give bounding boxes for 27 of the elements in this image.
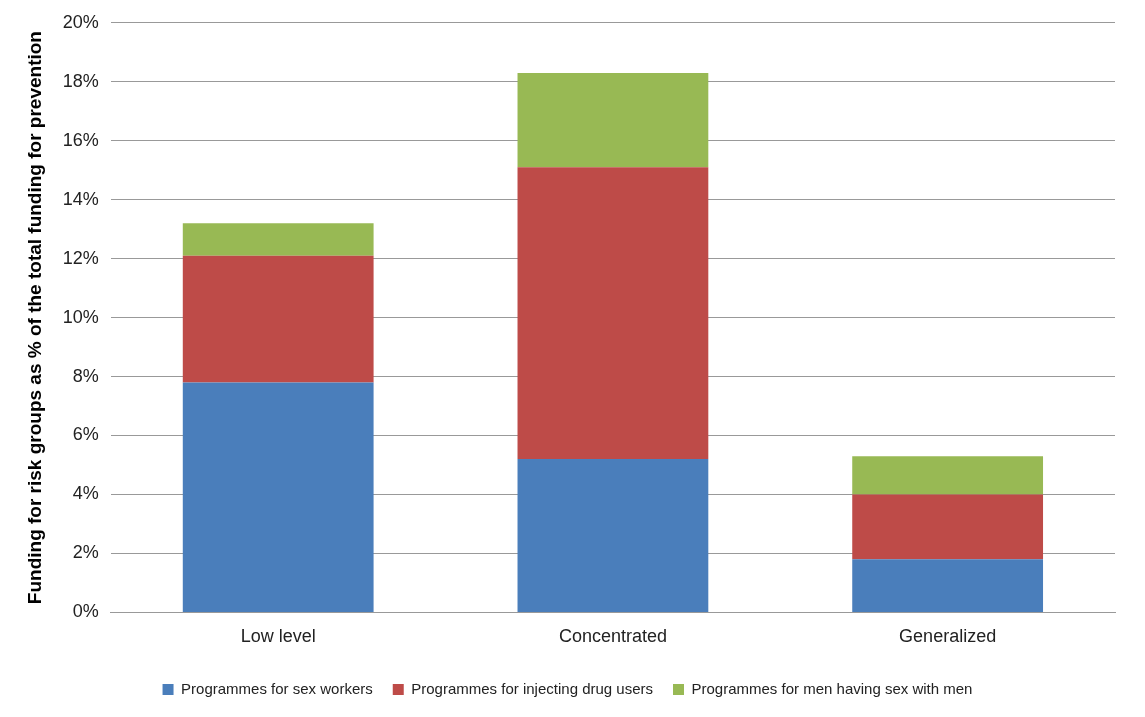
bar bbox=[182, 223, 374, 256]
y-axis-title: Funding for risk groups as % of the total funding for prevention bbox=[23, 31, 45, 605]
y-tick-label: 14% bbox=[62, 188, 99, 209]
y-tick-label: 8% bbox=[72, 365, 99, 386]
bar bbox=[182, 255, 374, 383]
bar bbox=[852, 494, 1044, 560]
y-tick-label: 4% bbox=[72, 483, 99, 504]
bar bbox=[182, 382, 374, 612]
legend-label: Programmes for injecting drug users bbox=[411, 679, 654, 697]
y-tick-label: 18% bbox=[62, 70, 99, 91]
x-tick-label: Generalized bbox=[899, 626, 997, 647]
y-tick-label: 0% bbox=[72, 601, 99, 622]
y-tick-label: 12% bbox=[62, 247, 99, 268]
bar bbox=[517, 72, 709, 168]
y-tick-label: 16% bbox=[62, 129, 99, 150]
y-tick-label: 2% bbox=[72, 542, 99, 563]
y-tick-label: 6% bbox=[72, 424, 99, 445]
x-tick-label: Low level bbox=[240, 626, 316, 647]
y-tick-label: 20% bbox=[62, 11, 99, 32]
x-tick-label: Concentrated bbox=[558, 626, 667, 647]
bar bbox=[852, 559, 1044, 612]
y-tick-label: 10% bbox=[62, 306, 99, 327]
bar bbox=[852, 456, 1044, 495]
bar bbox=[517, 167, 709, 460]
legend-label: Programmes for men having sex with men bbox=[691, 679, 973, 697]
bar bbox=[517, 459, 709, 612]
legend-label: Programmes for sex workers bbox=[181, 679, 373, 697]
